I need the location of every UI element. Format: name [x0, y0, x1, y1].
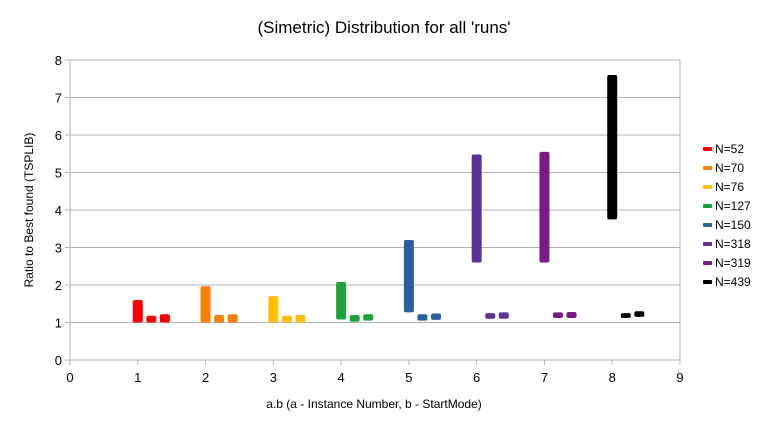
- x-tick-label: 8: [609, 370, 616, 385]
- legend-label: N=439: [715, 275, 751, 289]
- y-tick-label: 7: [55, 91, 62, 106]
- x-tick-label: 9: [676, 370, 683, 385]
- series-n150: [403, 240, 441, 321]
- x-axis-label: a.b (a - Instance Number, b - StartMode): [266, 397, 481, 411]
- legend-label: N=318: [715, 237, 751, 251]
- data-point-group: [281, 315, 292, 323]
- axes: [65, 59, 681, 365]
- x-tick-label: 0: [66, 370, 73, 385]
- data-point-group: [539, 151, 550, 263]
- data-point-group: [336, 282, 347, 320]
- y-tick-label: 2: [55, 278, 62, 293]
- y-axis-label: Ratio to Best found (TSPLIB): [22, 133, 36, 288]
- y-tick-label: 4: [55, 203, 62, 218]
- legend-label: N=70: [715, 161, 744, 175]
- legend: N=52 N=70 N=76 N=127 N=150 N=318 N=319 N=439: [703, 142, 751, 289]
- legend-marker: [703, 223, 712, 227]
- data-point-group: [295, 315, 306, 323]
- legend-marker: [703, 261, 712, 265]
- data-point-group: [159, 314, 170, 323]
- data-point-group: [200, 286, 211, 323]
- y-tick-label: 1: [55, 316, 62, 331]
- x-tick-label: 3: [270, 370, 277, 385]
- series-n76: [268, 296, 306, 323]
- legend-item: N=127: [703, 199, 751, 213]
- data-point-group: [553, 312, 563, 318]
- legend-item: N=318: [703, 237, 751, 251]
- legend-label: N=150: [715, 218, 751, 232]
- y-tick-label: 5: [55, 166, 62, 181]
- legend-label: N=319: [715, 256, 751, 270]
- data-point-group: [471, 154, 482, 263]
- x-tick-label: 6: [473, 370, 480, 385]
- legend-marker: [703, 204, 712, 208]
- data-point-group: [146, 315, 157, 323]
- data-point-group: [403, 240, 414, 313]
- y-tick-label: 8: [55, 53, 62, 68]
- data-point-group: [363, 314, 374, 321]
- plot-area: [132, 75, 645, 323]
- data-point-group: [417, 314, 428, 321]
- grid: [70, 59, 680, 361]
- data-point-group: [132, 300, 143, 323]
- legend-label: N=76: [715, 180, 744, 194]
- x-tick-label: 1: [134, 370, 141, 385]
- legend-item: N=150: [703, 218, 751, 232]
- legend-marker: [703, 280, 712, 284]
- data-point-group: [607, 75, 618, 220]
- data-point-group: [498, 312, 509, 319]
- data-point-group: [485, 313, 496, 319]
- legend-item: N=52: [703, 142, 744, 156]
- legend-item: N=319: [703, 256, 751, 270]
- x-tick-label: 7: [541, 370, 548, 385]
- data-point-group: [349, 315, 360, 322]
- y-tick-label: 6: [55, 128, 62, 143]
- x-tick-label: 5: [405, 370, 412, 385]
- data-point-group: [214, 315, 225, 323]
- data-point-group: [268, 296, 279, 323]
- legend-marker: [703, 166, 712, 170]
- series-n52: [132, 300, 170, 323]
- data-point-group: [620, 313, 631, 318]
- x-tick-label: 2: [202, 370, 209, 385]
- legend-label: N=127: [715, 199, 751, 213]
- series-n318: [471, 154, 509, 319]
- legend-marker: [703, 185, 712, 189]
- legend-item: N=76: [703, 180, 744, 194]
- chart-title: (Simetric) Distribution for all 'runs': [257, 18, 510, 37]
- legend-marker: [703, 242, 712, 246]
- data-point-group: [227, 314, 238, 323]
- y-tick-labels: 0 1 2 3 4 5 6 7 8: [55, 53, 62, 368]
- legend-item: N=439: [703, 275, 751, 289]
- y-tick-label: 0: [55, 353, 62, 368]
- x-tick-labels: 0 1 2 3 4 5 6 7 8 9: [66, 370, 683, 385]
- series-n70: [200, 286, 238, 323]
- series-n127: [336, 282, 374, 322]
- series-n319: [539, 151, 577, 318]
- data-point-group: [431, 313, 441, 320]
- series-n439: [607, 75, 645, 318]
- legend-item: N=70: [703, 161, 744, 175]
- legend-marker: [703, 147, 712, 151]
- y-tick-label: 3: [55, 241, 62, 256]
- data-point-group: [566, 312, 577, 318]
- data-point-group: [634, 311, 645, 317]
- x-tick-label: 4: [337, 370, 344, 385]
- legend-label: N=52: [715, 142, 744, 156]
